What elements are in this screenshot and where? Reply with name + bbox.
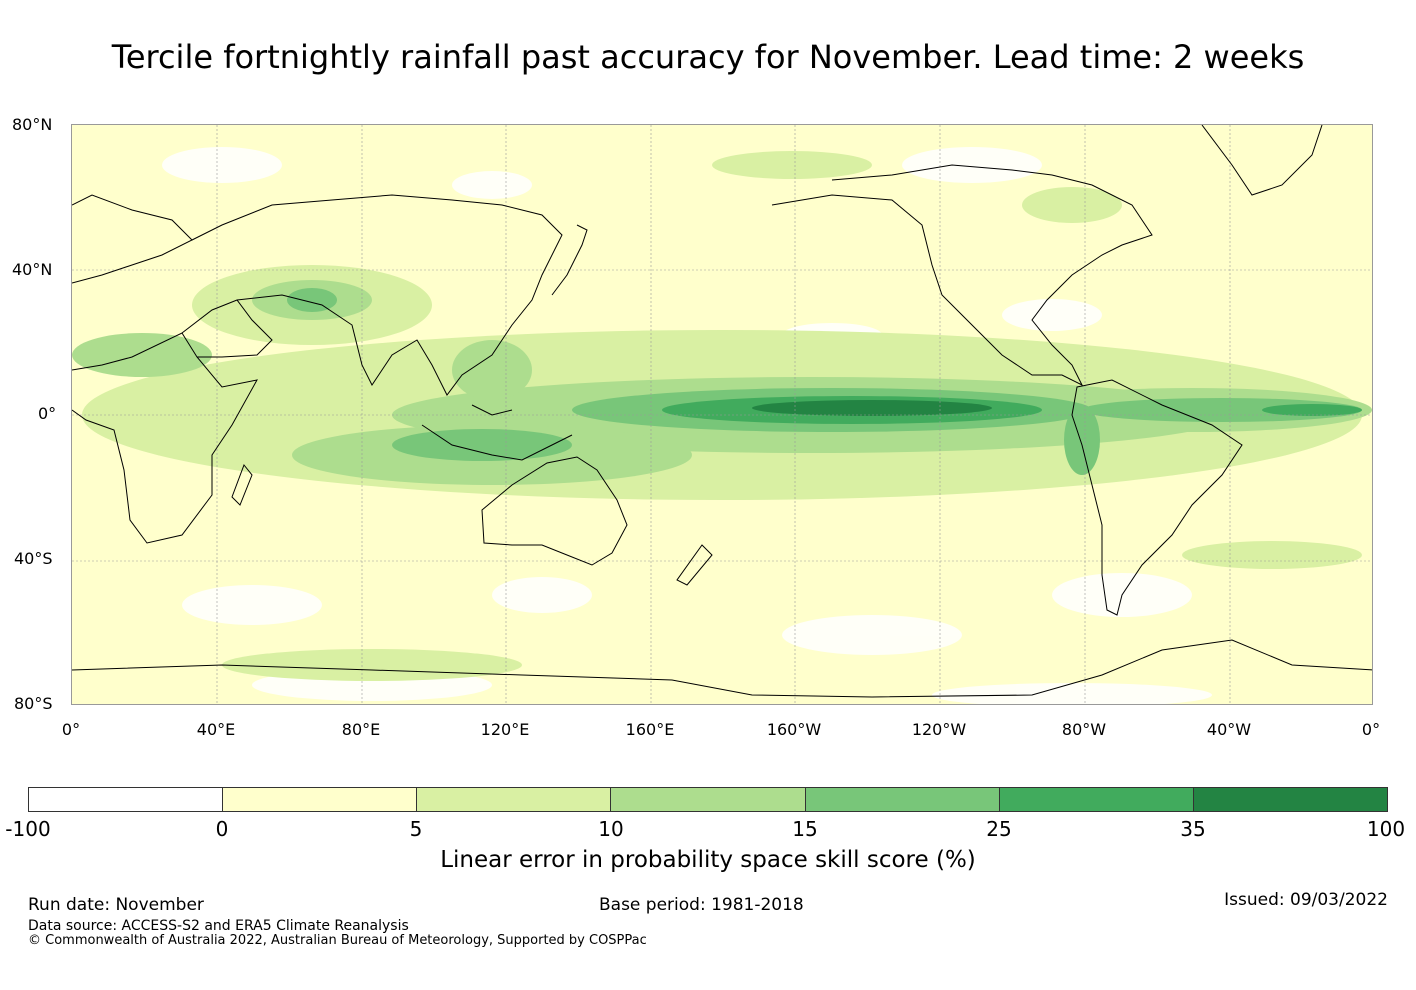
colorbar-swatch bbox=[805, 788, 1000, 811]
colorbar-tick: 100 bbox=[1366, 817, 1406, 841]
graticule bbox=[72, 125, 1372, 704]
lon-label-80w: 80°W bbox=[1061, 720, 1107, 739]
issued-date: Issued: 09/03/2022 bbox=[1224, 890, 1388, 910]
colorbar bbox=[28, 787, 1388, 812]
colorbar-swatch bbox=[999, 788, 1194, 811]
colorbar-tick: 0 bbox=[215, 817, 229, 841]
colorbar-label: Linear error in probability space skill … bbox=[440, 847, 976, 873]
lon-label-120w: 120°W bbox=[911, 720, 967, 739]
lat-label-80n: 80°N bbox=[12, 115, 53, 134]
colorbar-tick: 25 bbox=[986, 817, 1012, 841]
colorbar-swatch bbox=[29, 788, 224, 811]
colorbar-tick: -100 bbox=[5, 817, 51, 841]
copyright: © Commonwealth of Australia 2022, Austra… bbox=[28, 933, 647, 948]
colorbar-tick: 5 bbox=[409, 817, 423, 841]
coastlines bbox=[72, 125, 1372, 698]
lon-label-80e: 80°E bbox=[341, 720, 381, 739]
colorbar-swatch bbox=[611, 788, 806, 811]
colorbar-swatch bbox=[1193, 788, 1387, 811]
lon-label-0-left: 0° bbox=[61, 720, 81, 739]
lon-label-40e: 40°E bbox=[196, 720, 236, 739]
colorbar-tick: 15 bbox=[792, 817, 818, 841]
colorbar-swatch bbox=[223, 788, 418, 811]
lon-label-160w: 160°W bbox=[766, 720, 822, 739]
chart-title: Tercile fortnightly rainfall past accura… bbox=[111, 38, 1305, 76]
lon-label-0-right: 0° bbox=[1361, 720, 1381, 739]
map-canvas bbox=[72, 125, 1372, 704]
negative-skill-patches bbox=[162, 147, 1212, 704]
lat-label-equator: 0° bbox=[38, 404, 57, 423]
lat-label-40n: 40°N bbox=[12, 260, 53, 279]
colorbar-tick: 35 bbox=[1180, 817, 1206, 841]
colorbar-tick: 10 bbox=[598, 817, 624, 841]
lat-label-40s: 40°S bbox=[14, 549, 53, 568]
skill-map bbox=[71, 124, 1373, 705]
lon-label-160e: 160°E bbox=[625, 720, 675, 739]
run-date: Run date: November bbox=[28, 895, 204, 915]
lat-label-80s: 80°S bbox=[14, 694, 53, 713]
data-source: Data source: ACCESS-S2 and ERA5 Climate … bbox=[28, 918, 409, 934]
colorbar-swatch bbox=[417, 788, 612, 811]
lon-label-40w: 40°W bbox=[1206, 720, 1252, 739]
skill-35-100-patches bbox=[752, 400, 992, 416]
lon-label-120e: 120°E bbox=[480, 720, 530, 739]
base-period: Base period: 1981-2018 bbox=[599, 895, 804, 915]
